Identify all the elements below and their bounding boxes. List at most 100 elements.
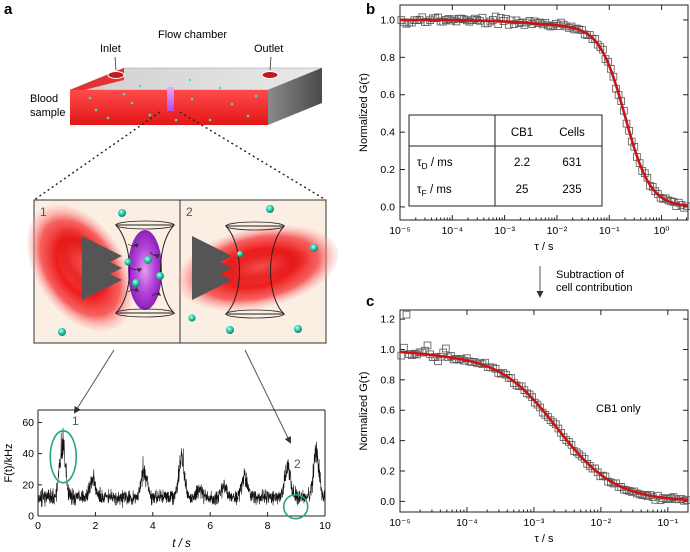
flow-arrows-right (192, 236, 232, 300)
blood-label-line2: sample (30, 107, 65, 119)
c-data-point (572, 448, 581, 457)
b-y-tick-label: 0.4 (380, 127, 395, 139)
table-row1-cb1: 2.2 (514, 157, 530, 169)
outlet-label: Outlet (254, 43, 283, 55)
c-data-point (586, 462, 594, 470)
zoom-line-right (179, 111, 327, 201)
c-y-tick-label: 1.2 (380, 314, 395, 326)
arrow-inset1-to-trace (73, 349, 115, 414)
b-data-point (593, 40, 602, 49)
c-fit-line (400, 350, 689, 502)
c-data-point (402, 310, 411, 319)
flow-arrows-left (82, 236, 122, 300)
trace-y-axis-label: F(t)/kHz (3, 443, 15, 482)
trace-x-tick-label: 6 (207, 520, 213, 532)
c-y-tick-label: 0.0 (380, 496, 395, 508)
c-data-point (400, 343, 408, 352)
b-y-tick-label: 0.0 (380, 201, 395, 213)
b-y-tick-label: 0.2 (380, 164, 395, 176)
b-data-point (512, 16, 521, 25)
c-data-point (523, 389, 531, 398)
inlet-label: Inlet (100, 43, 121, 55)
b-y-tick-label: 0.6 (380, 89, 395, 101)
blood-label-line1: Blood (30, 93, 58, 105)
c-data-point (599, 471, 607, 480)
c-data-point (578, 452, 586, 461)
c-y-tick-label: 0.8 (380, 374, 395, 386)
table-row2-cb1: 25 (516, 184, 529, 196)
b-x-tick-label: 10⁻² (547, 225, 568, 237)
c-data-point (559, 433, 568, 441)
outlet-pointer (269, 56, 272, 71)
trace-line (37, 427, 326, 508)
b-data-point (546, 22, 555, 31)
trace-x-tick-label: 10 (319, 520, 331, 532)
c-data-point (546, 416, 555, 424)
c-x-axis-label: τ / s (534, 533, 554, 545)
b-data-point (659, 195, 667, 203)
trace-marker-1: 1 (72, 414, 79, 428)
c-data-point (441, 344, 450, 353)
b-y-axis-label: Normalized G(τ) (358, 73, 370, 152)
c-data-point (583, 459, 591, 468)
c-frame (399, 309, 689, 513)
zoom-line-left (33, 111, 161, 201)
c-x-tick-label: 10⁻¹ (657, 517, 678, 529)
b-y-tick-label: 0.8 (380, 52, 395, 64)
b-frame (399, 4, 689, 221)
c-x-tick-label: 10⁻⁴ (456, 517, 478, 529)
fluorescence-trace-chart: 0 2 4 6 8 10 0 20 40 60 t / s F(t)/kHz (3, 409, 331, 550)
c-data-point (549, 418, 557, 426)
laser-beam (167, 87, 174, 111)
trace-y-tick-label: 40 (22, 448, 34, 460)
c-y-tick-label: 0.4 (380, 435, 395, 447)
trace-x-tick-label: 4 (150, 520, 156, 532)
c-y-axis-label: Normalized G(τ) (358, 372, 370, 451)
b-y-tick-label: 1.0 (380, 14, 395, 26)
trace-x-tick-label: 8 (265, 520, 271, 532)
c-data-point (528, 393, 536, 401)
diffusion-arrows (127, 243, 162, 297)
c-data-point (554, 424, 563, 433)
c-y-tick-label: 0.6 (380, 405, 395, 417)
b-data-point (457, 14, 466, 23)
inset-number-2: 2 (186, 205, 193, 219)
c-x-tick-label: 10⁻² (591, 517, 612, 529)
c-x-tick-label: 10⁻⁵ (389, 517, 411, 529)
b-data-point (646, 181, 654, 190)
c-y-tick-label: 1.0 (380, 344, 395, 356)
panel-c-chart: 10⁻⁵ 10⁻⁴ 10⁻³ 10⁻² 10⁻¹ 0.0 0.2 0.4 0.6 0.8 1.0 1.… (358, 309, 690, 545)
trace-y-tick-label: 20 (22, 479, 34, 491)
arrow-inset2-to-trace (244, 349, 291, 444)
c-data-point (525, 390, 534, 399)
c-y-tick-label: 0.2 (380, 465, 395, 477)
flow-chamber-label: Flow chamber (158, 29, 227, 41)
beads (58, 205, 318, 336)
b-x-tick-label: 10⁻⁵ (389, 225, 411, 237)
b-data-point (586, 31, 594, 39)
panel-b-letter: b (366, 1, 375, 18)
outlet-hole (261, 71, 279, 79)
c-data-point (533, 400, 542, 409)
c-data-point (434, 357, 442, 366)
inlet-hole (107, 71, 125, 79)
fit-parameter-table: CB1 Cells τD / ms 2.2 631 τF / ms 25 235 (408, 114, 603, 207)
trace-x-tick-label: 0 (35, 520, 41, 532)
c-data-point (562, 436, 571, 444)
inlet-pointer (114, 56, 117, 71)
trace-x-axis-label: t / s (172, 538, 191, 550)
c-data-point (423, 341, 432, 350)
focal-volume (128, 230, 162, 310)
b-x-tick-label: 10⁻³ (494, 225, 515, 237)
b-data-point (531, 17, 539, 26)
table-row1-cells: 631 (562, 157, 581, 169)
c-data-point (567, 440, 576, 449)
table-row1-label: τD / ms (417, 157, 453, 171)
b-x-tick-label: 10⁻¹ (599, 225, 620, 237)
table-row2-cells: 235 (562, 184, 581, 196)
panel-c-annotation: CB1 only (596, 403, 641, 415)
b-data-point (596, 43, 605, 51)
c-data-point (580, 455, 589, 463)
inset-number-1: 1 (40, 205, 47, 219)
